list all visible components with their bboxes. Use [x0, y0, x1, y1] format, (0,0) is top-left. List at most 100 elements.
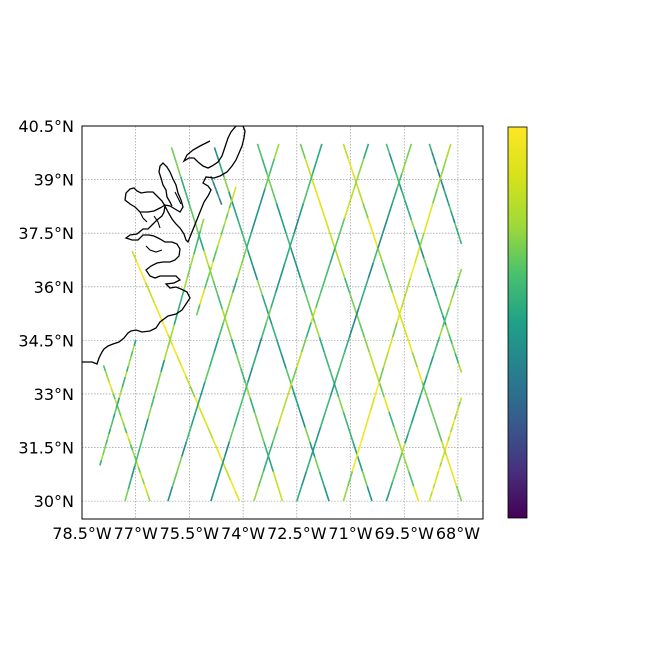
track-segment — [167, 486, 174, 502]
track-segment — [444, 444, 448, 450]
track-segment — [421, 381, 428, 398]
track-segment — [296, 352, 303, 368]
track-segment — [409, 262, 416, 279]
track-segment — [127, 438, 132, 445]
track-segment — [387, 337, 394, 353]
track-segment — [258, 427, 265, 443]
track-segment — [279, 262, 286, 279]
track-segment — [459, 397, 463, 403]
track-segment — [281, 396, 289, 413]
track-segment — [234, 490, 241, 502]
track-segment — [223, 218, 227, 225]
track-segment — [348, 188, 355, 204]
track-segment — [428, 143, 432, 149]
lat-tick-label: 39°N — [34, 171, 74, 190]
track-segment — [103, 444, 107, 450]
track-segment — [147, 406, 152, 420]
track-segment — [112, 393, 116, 400]
track-segment — [445, 307, 450, 318]
track-segment — [179, 289, 185, 302]
track-segment — [372, 232, 379, 249]
track-segment — [400, 292, 407, 308]
lon-tick-label: 74°W — [221, 524, 265, 543]
track-segment — [102, 449, 106, 456]
track-segment — [226, 324, 233, 340]
track-segment — [193, 242, 198, 255]
track-segment — [194, 396, 202, 413]
track-segment — [230, 338, 238, 355]
track-segment — [233, 411, 240, 427]
track-segment — [351, 456, 358, 472]
track-segment — [256, 337, 263, 353]
track-segment — [253, 412, 261, 428]
track-segment — [450, 210, 453, 215]
track-segment — [147, 495, 151, 502]
track-segment — [407, 471, 415, 487]
track-segment — [299, 143, 307, 160]
track-segment — [229, 479, 236, 492]
track-segment — [416, 366, 423, 383]
track-segment — [431, 151, 435, 157]
track-segment — [264, 173, 271, 189]
track-segment — [454, 222, 457, 228]
track-segment — [293, 218, 300, 234]
latitude-ticks: 40.5°N 39°N 37.5°N 36°N 34.5°N 33°N 31.5°N 30°N — [18, 117, 74, 511]
track-segment — [253, 486, 260, 502]
track-segment — [452, 418, 456, 424]
track-segment — [440, 181, 444, 186]
lat-tick-label: 33°N — [34, 385, 74, 404]
track-segment — [204, 282, 208, 289]
track-segment — [280, 353, 287, 369]
track-segment — [316, 143, 323, 159]
track-segment — [111, 418, 115, 424]
track-segment — [236, 262, 243, 279]
track-segment — [210, 486, 217, 502]
track-segment — [171, 344, 178, 356]
track-segment — [445, 456, 453, 472]
track-segment — [403, 456, 410, 472]
track-segment — [251, 352, 258, 368]
track-segment — [207, 272, 211, 279]
track-segment — [179, 176, 187, 192]
track-segment — [297, 203, 305, 219]
track-segment — [342, 411, 349, 427]
track-segment — [413, 404, 419, 415]
track-segment — [120, 416, 124, 423]
track-segment — [122, 421, 126, 428]
lon-tick-label: 72.5°W — [267, 524, 327, 543]
track-segment — [396, 173, 403, 189]
track-segment — [310, 307, 317, 323]
track-segment — [175, 161, 182, 178]
track-segment — [99, 459, 103, 466]
track-segment — [386, 203, 394, 219]
track-segment — [134, 453, 139, 467]
track-segment — [459, 239, 463, 245]
track-segment — [173, 312, 179, 325]
track-segment — [319, 277, 327, 293]
track-segment — [133, 340, 137, 346]
track-segment — [208, 352, 215, 368]
track-segment — [367, 262, 374, 279]
track-segment — [454, 278, 460, 289]
track-segment — [108, 428, 112, 435]
track-segment — [186, 265, 192, 278]
track-segment — [185, 426, 192, 442]
track-segment — [368, 352, 376, 368]
track-segment — [286, 381, 293, 398]
track-segment — [280, 218, 287, 234]
track-segment — [448, 206, 452, 211]
track-segment — [373, 381, 380, 398]
track-segment — [106, 433, 110, 440]
track-segment — [219, 456, 226, 472]
track-segment — [267, 456, 275, 472]
track-segment — [343, 203, 351, 219]
lat-tick-label: 37.5°N — [18, 224, 74, 243]
track-segment — [323, 486, 330, 502]
map-frame — [81, 125, 484, 520]
track-segment — [337, 396, 345, 413]
track-segment — [162, 323, 169, 335]
track-segment — [143, 483, 147, 491]
track-segment — [334, 366, 341, 383]
track-segment — [194, 396, 200, 408]
track-segment — [305, 322, 312, 338]
